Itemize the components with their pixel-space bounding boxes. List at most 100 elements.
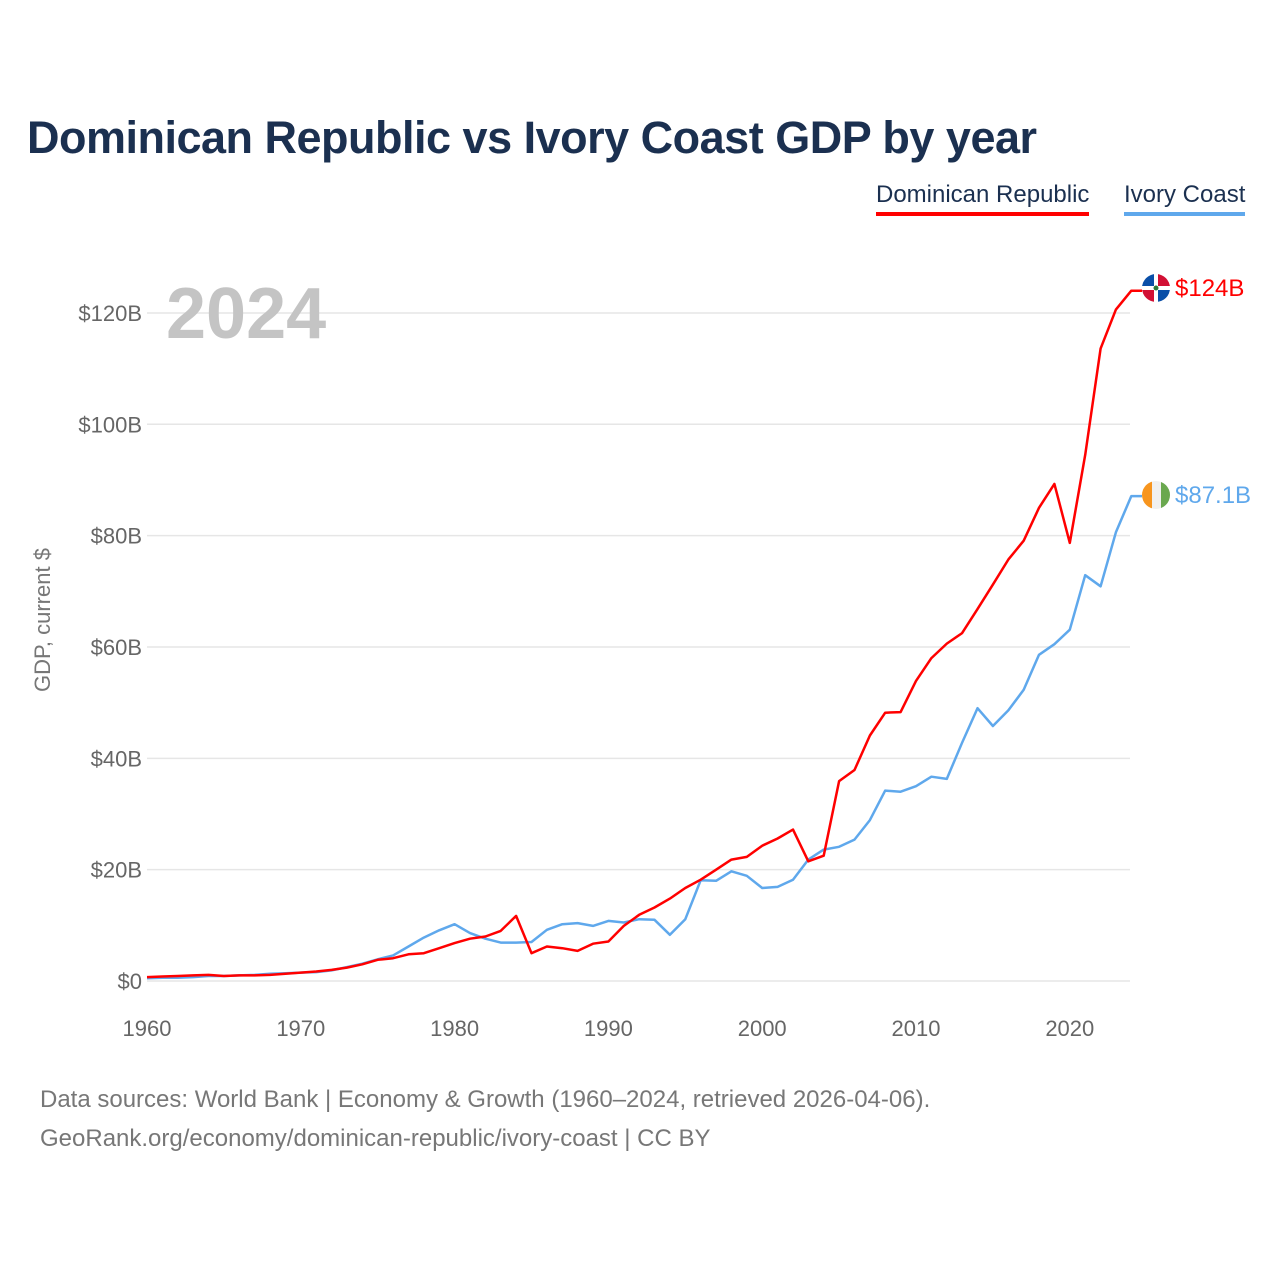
data-point[interactable]: [789, 876, 797, 884]
data-point[interactable]: [943, 640, 951, 648]
data-point[interactable]: [989, 722, 997, 730]
data-point[interactable]: [727, 856, 735, 864]
data-point[interactable]: [528, 949, 536, 957]
data-point[interactable]: [451, 939, 459, 947]
data-point[interactable]: [1020, 537, 1028, 545]
data-point[interactable]: [589, 940, 597, 948]
legend-dominican-republic[interactable]: Dominican Republic: [876, 181, 1090, 216]
data-point[interactable]: [774, 834, 782, 842]
data-point[interactable]: [1020, 686, 1028, 694]
data-point[interactable]: [297, 969, 305, 977]
data-point[interactable]: [604, 917, 612, 925]
data-point[interactable]: [881, 787, 889, 795]
data-point[interactable]: [543, 942, 551, 950]
data-point[interactable]: [481, 932, 489, 940]
data-point[interactable]: [620, 922, 628, 930]
data-point[interactable]: [251, 971, 259, 979]
data-point[interactable]: [789, 826, 797, 834]
data-point[interactable]: [205, 971, 213, 979]
data-point[interactable]: [1112, 306, 1120, 314]
data-point[interactable]: [850, 836, 858, 844]
data-point[interactable]: [1112, 528, 1120, 536]
data-point[interactable]: [558, 920, 566, 928]
data-point[interactable]: [804, 857, 812, 865]
data-point[interactable]: [820, 852, 828, 860]
data-point[interactable]: [943, 775, 951, 783]
data-point[interactable]: [881, 709, 889, 717]
data-point[interactable]: [189, 971, 197, 979]
data-point[interactable]: [866, 731, 874, 739]
data-point[interactable]: [1035, 504, 1043, 512]
data-point[interactable]: [1097, 345, 1105, 353]
data-point[interactable]: [266, 971, 274, 979]
data-point[interactable]: [712, 877, 720, 885]
data-point[interactable]: [743, 853, 751, 861]
data-point[interactable]: [281, 970, 289, 978]
data-point[interactable]: [850, 766, 858, 774]
series-line-dominican-republic[interactable]: [146, 289, 1142, 979]
data-point[interactable]: [389, 954, 397, 962]
data-point[interactable]: [912, 782, 920, 790]
data-point[interactable]: [1127, 287, 1135, 295]
source-link[interactable]: GeoRank.org/economy/dominican-republic/i…: [40, 1125, 711, 1152]
data-point[interactable]: [574, 919, 582, 927]
data-point[interactable]: [958, 739, 966, 747]
data-point[interactable]: [681, 884, 689, 892]
data-point[interactable]: [958, 629, 966, 637]
data-point[interactable]: [374, 956, 382, 964]
data-point[interactable]: [404, 942, 412, 950]
data-point[interactable]: [435, 926, 443, 934]
data-point[interactable]: [451, 920, 459, 928]
data-point[interactable]: [420, 934, 428, 942]
data-point[interactable]: [727, 867, 735, 875]
data-point[interactable]: [897, 788, 905, 796]
data-point[interactable]: [774, 883, 782, 891]
data-point[interactable]: [343, 964, 351, 972]
legend-ivory-coast[interactable]: Ivory Coast: [1124, 181, 1246, 216]
data-point[interactable]: [1004, 556, 1012, 564]
data-point[interactable]: [697, 876, 705, 884]
data-point[interactable]: [681, 915, 689, 923]
data-point[interactable]: [235, 971, 243, 979]
data-point[interactable]: [512, 939, 520, 947]
data-point[interactable]: [912, 677, 920, 685]
data-point[interactable]: [158, 973, 166, 981]
data-point[interactable]: [897, 708, 905, 716]
data-point[interactable]: [635, 911, 643, 919]
data-point[interactable]: [974, 605, 982, 613]
data-point[interactable]: [312, 968, 320, 976]
data-point[interactable]: [174, 972, 182, 980]
data-point[interactable]: [666, 895, 674, 903]
data-point[interactable]: [743, 872, 751, 880]
data-point[interactable]: [558, 944, 566, 952]
data-point[interactable]: [1050, 640, 1058, 648]
data-point[interactable]: [651, 916, 659, 924]
data-point[interactable]: [712, 866, 720, 874]
data-point[interactable]: [1081, 451, 1089, 459]
data-point[interactable]: [512, 912, 520, 920]
data-point[interactable]: [420, 949, 428, 957]
data-point[interactable]: [358, 960, 366, 968]
series-line-ivory-coast[interactable]: [146, 494, 1142, 980]
data-point[interactable]: [927, 773, 935, 781]
data-point[interactable]: [835, 843, 843, 851]
data-point[interactable]: [143, 973, 151, 981]
data-point[interactable]: [758, 884, 766, 892]
data-point[interactable]: [1127, 492, 1135, 500]
data-point[interactable]: [220, 972, 228, 980]
data-point[interactable]: [466, 935, 474, 943]
data-point[interactable]: [404, 950, 412, 958]
data-point[interactable]: [589, 922, 597, 930]
data-point[interactable]: [666, 931, 674, 939]
data-point[interactable]: [927, 654, 935, 662]
data-point[interactable]: [989, 581, 997, 589]
data-point[interactable]: [974, 704, 982, 712]
data-point[interactable]: [574, 947, 582, 955]
data-point[interactable]: [1081, 571, 1089, 579]
data-point[interactable]: [497, 927, 505, 935]
data-point[interactable]: [604, 937, 612, 945]
data-point[interactable]: [835, 777, 843, 785]
data-point[interactable]: [1050, 480, 1058, 488]
data-point[interactable]: [497, 939, 505, 947]
data-point[interactable]: [1066, 626, 1074, 634]
